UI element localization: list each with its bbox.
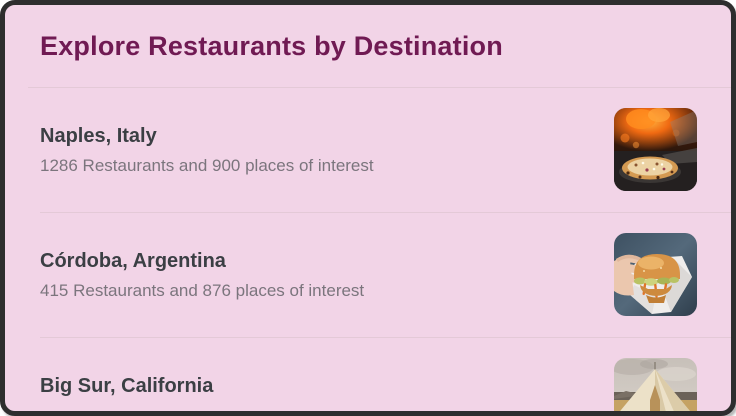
list-item-cordoba[interactable]: Córdoba, Argentina 415 Restaurants and 8…: [5, 213, 731, 337]
glamping-tent-photo: [614, 358, 697, 411]
list-item-bigsur[interactable]: Big Sur, California: [5, 338, 731, 411]
destination-name: Córdoba, Argentina: [40, 250, 226, 272]
destination-text-block: Naples, Italy 1286 Restaurants and 900 p…: [40, 123, 614, 176]
card-header: Explore Restaurants by Destination: [5, 5, 731, 63]
page-title: Explore Restaurants by Destination: [40, 31, 503, 61]
destination-list: Naples, Italy 1286 Restaurants and 900 p…: [5, 88, 731, 411]
destination-stats: [40, 406, 598, 411]
destination-name: Big Sur, California: [40, 375, 214, 397]
destination-stats: 415 Restaurants and 876 places of intere…: [40, 281, 365, 300]
pizza-in-wood-fired-oven-photo: [614, 108, 697, 191]
hand-holding-burger-photo: [614, 233, 697, 316]
row-divider: [40, 337, 731, 338]
list-item-naples[interactable]: Naples, Italy 1286 Restaurants and 900 p…: [5, 88, 731, 212]
header-divider: [28, 87, 731, 88]
row-divider: [40, 212, 731, 213]
destination-text-block: Córdoba, Argentina 415 Restaurants and 8…: [40, 248, 614, 301]
destination-stats: 1286 Restaurants and 900 places of inter…: [40, 156, 374, 175]
destination-name: Naples, Italy: [40, 125, 157, 147]
destination-text-block: Big Sur, California: [40, 373, 614, 411]
